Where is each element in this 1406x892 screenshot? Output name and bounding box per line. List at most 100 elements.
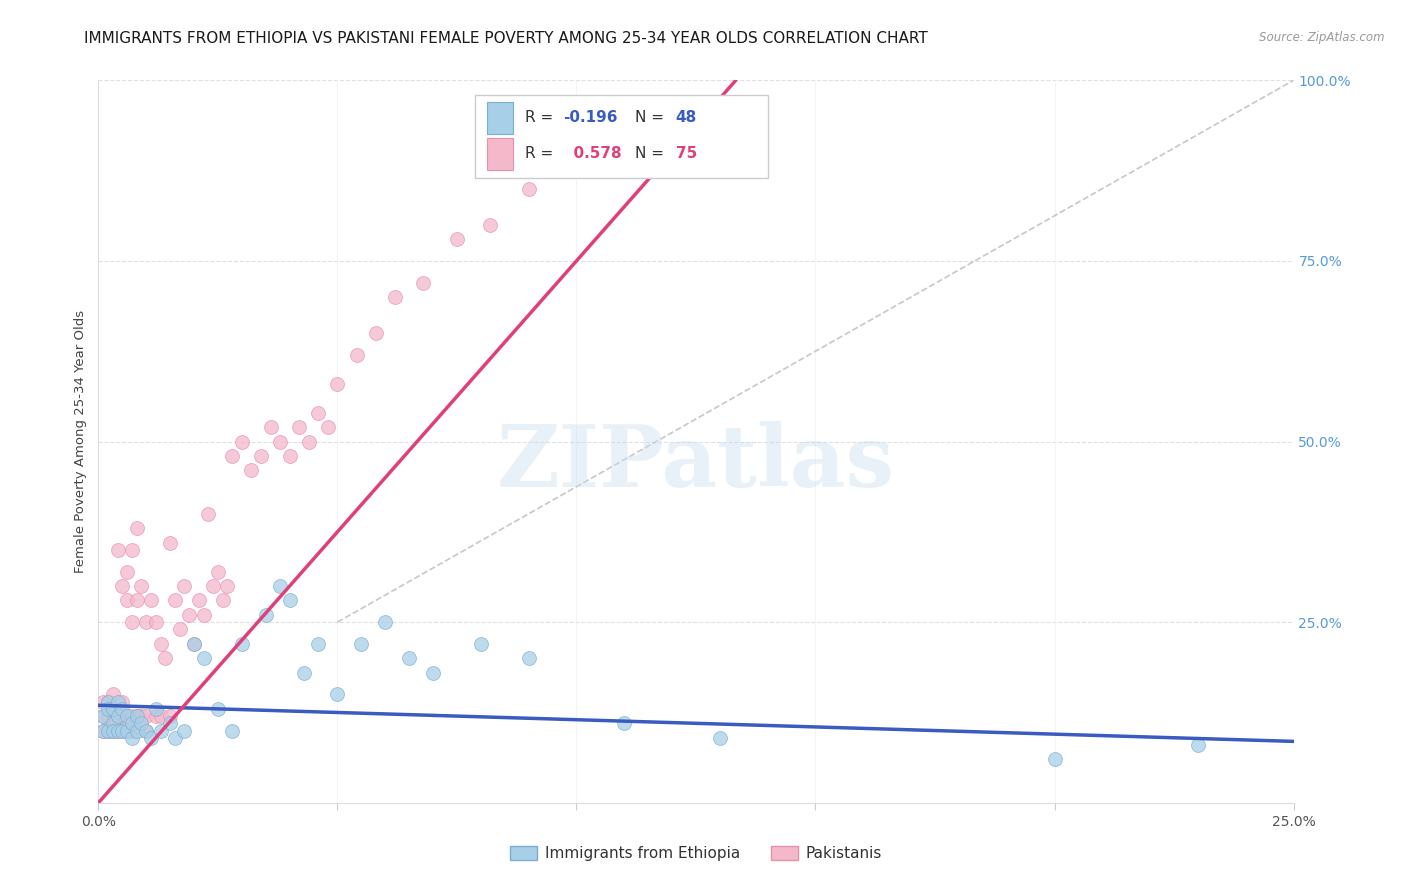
Point: [259, 420, 281, 434]
Point: [384, 290, 406, 304]
Bar: [486, 102, 513, 134]
Point: [374, 615, 396, 630]
Point: [107, 709, 129, 723]
Point: [125, 723, 148, 738]
Point: [101, 723, 124, 738]
Point: [107, 542, 129, 557]
Point: [97, 723, 120, 738]
Point: [121, 542, 143, 557]
Point: [135, 615, 157, 630]
Point: [101, 716, 124, 731]
Point: [207, 565, 229, 579]
Point: [173, 579, 195, 593]
Point: [131, 579, 153, 593]
Point: [240, 463, 263, 477]
Point: [278, 593, 301, 607]
Point: [97, 709, 120, 723]
Point: [183, 637, 205, 651]
Point: [292, 665, 315, 680]
Point: [111, 723, 134, 738]
Point: [346, 348, 368, 362]
Text: R =: R =: [524, 146, 558, 161]
Point: [479, 218, 502, 232]
Y-axis label: Female Poverty Among 25-34 Year Olds: Female Poverty Among 25-34 Year Olds: [75, 310, 87, 573]
Point: [97, 695, 120, 709]
Point: [131, 709, 153, 723]
Point: [139, 593, 162, 607]
Point: [159, 535, 181, 549]
Point: [107, 723, 129, 738]
Point: [135, 723, 157, 738]
Point: [173, 723, 195, 738]
Point: [101, 723, 124, 738]
Text: 75: 75: [676, 146, 697, 161]
Point: [111, 702, 134, 716]
Point: [231, 637, 253, 651]
Point: [709, 731, 731, 745]
Point: [307, 637, 329, 651]
Point: [163, 593, 186, 607]
Point: [145, 615, 167, 630]
Point: [115, 723, 138, 738]
Point: [412, 276, 434, 290]
Point: [517, 182, 540, 196]
Point: [1187, 738, 1209, 752]
Point: [613, 716, 636, 731]
Point: [125, 709, 148, 723]
Legend: Immigrants from Ethiopia, Pakistanis: Immigrants from Ethiopia, Pakistanis: [503, 840, 889, 867]
Point: [269, 434, 291, 449]
Point: [159, 709, 181, 723]
Point: [97, 723, 120, 738]
Point: [149, 637, 172, 651]
Point: [254, 607, 277, 622]
Point: [613, 131, 636, 145]
Point: [207, 702, 229, 716]
Point: [187, 593, 209, 607]
Point: [149, 709, 172, 723]
Point: [422, 665, 444, 680]
Point: [125, 521, 148, 535]
Point: [91, 709, 114, 723]
Point: [163, 731, 186, 745]
Point: [159, 716, 181, 731]
Point: [91, 723, 114, 738]
Point: [326, 687, 349, 701]
Point: [179, 607, 201, 622]
Point: [91, 723, 114, 738]
Point: [197, 507, 219, 521]
Point: [169, 623, 191, 637]
Point: [97, 723, 120, 738]
Point: [307, 406, 329, 420]
Point: [111, 723, 134, 738]
Point: [101, 702, 124, 716]
Point: [91, 695, 114, 709]
Point: [107, 709, 129, 723]
FancyBboxPatch shape: [475, 95, 768, 178]
Point: [125, 593, 148, 607]
Point: [135, 723, 157, 738]
Point: [111, 695, 134, 709]
Point: [298, 434, 321, 449]
Point: [135, 709, 157, 723]
Point: [364, 326, 387, 340]
Text: IMMIGRANTS FROM ETHIOPIA VS PAKISTANI FEMALE POVERTY AMONG 25-34 YEAR OLDS CORRE: IMMIGRANTS FROM ETHIOPIA VS PAKISTANI FE…: [84, 31, 928, 46]
Point: [231, 434, 253, 449]
Point: [91, 709, 114, 723]
Point: [121, 716, 143, 731]
Point: [101, 687, 124, 701]
Point: [221, 723, 243, 738]
Point: [121, 709, 143, 723]
Point: [115, 565, 138, 579]
Bar: [486, 138, 513, 169]
Point: [111, 579, 134, 593]
Point: [250, 449, 273, 463]
Point: [316, 420, 339, 434]
Point: [221, 449, 243, 463]
Point: [101, 702, 124, 716]
Point: [517, 651, 540, 665]
Point: [565, 145, 588, 160]
Point: [193, 607, 215, 622]
Text: R =: R =: [524, 111, 558, 126]
Point: [288, 420, 311, 434]
Point: [217, 579, 239, 593]
